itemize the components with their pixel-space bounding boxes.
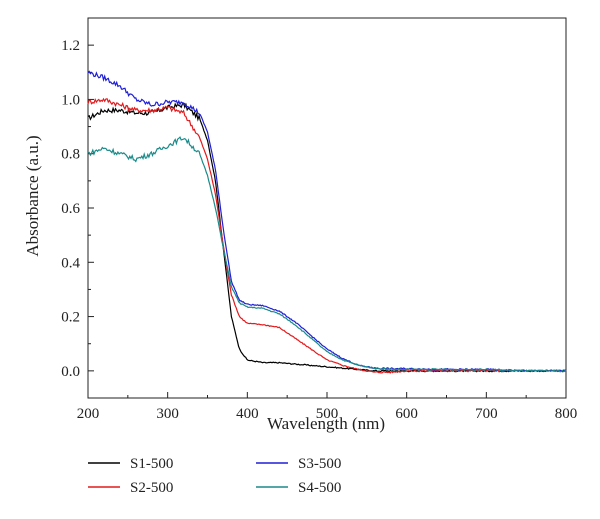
x-tick-label: 300 <box>156 406 179 422</box>
y-tick-label: 0.2 <box>61 310 80 326</box>
series-lines <box>87 70 567 374</box>
y-tick-label: 0.8 <box>61 147 80 163</box>
plot-frame <box>87 17 567 399</box>
y-tick-label: 0.0 <box>61 364 80 380</box>
legend-label: S3-500 <box>298 456 341 472</box>
x-tick-label: 600 <box>395 406 418 422</box>
y-axis-label: Absorbance (a.u.) <box>23 135 42 256</box>
legend-label: S2-500 <box>130 480 173 496</box>
y-axis: 0.0 0.2 0.4 0.6 0.8 1.0 1.2 <box>61 17 94 399</box>
x-tick-label: 800 <box>555 406 578 422</box>
x-tick-label: 700 <box>475 406 498 422</box>
y-tick-label: 0.4 <box>61 255 80 271</box>
x-axis: 200 300 400 500 600 700 800 <box>77 392 578 422</box>
y-tick-label: 0.6 <box>61 201 80 217</box>
series-line-s1-500 <box>87 102 567 373</box>
y-tick-label: 1.2 <box>61 38 80 54</box>
legend: S1-500 S2-500 S3-500 S4-500 <box>88 456 341 496</box>
x-tick-label: 400 <box>236 406 259 422</box>
x-tick-label: 500 <box>316 406 339 422</box>
legend-label: S1-500 <box>130 456 173 472</box>
x-axis-label: Wavelength (nm) <box>267 414 385 433</box>
series-line-s4-500 <box>87 136 567 373</box>
series-line-s2-500 <box>87 97 567 374</box>
plot-border <box>87 17 567 399</box>
y-tick-label: 1.0 <box>61 92 80 108</box>
series-line-s3-500 <box>87 70 566 373</box>
legend-label: S4-500 <box>298 480 341 496</box>
x-tick-label: 200 <box>77 406 100 422</box>
